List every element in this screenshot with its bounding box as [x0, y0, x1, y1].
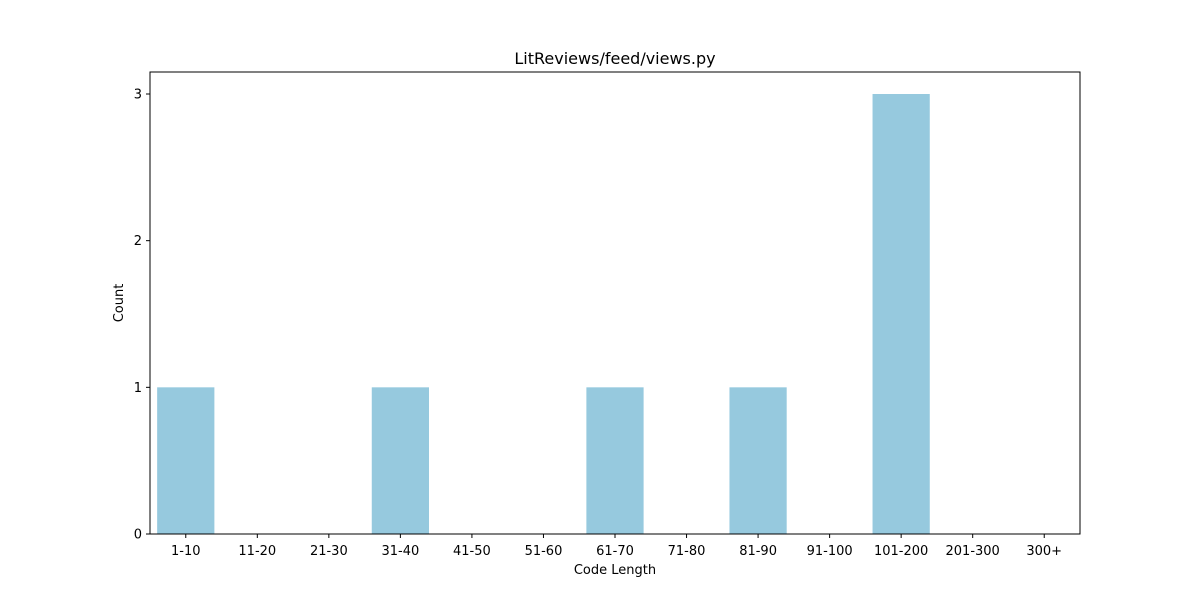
chart-title: LitReviews/feed/views.py: [514, 49, 715, 68]
bar: [872, 94, 930, 534]
y-tick-label: 0: [134, 528, 142, 543]
bar: [729, 387, 787, 534]
x-tick-label: 81-90: [739, 544, 777, 559]
x-tick-label: 41-50: [453, 544, 491, 559]
x-axis-label: Code Length: [574, 563, 656, 578]
x-tick-label: 11-20: [238, 544, 276, 559]
bar: [371, 387, 429, 534]
x-axis-ticks: 1-10 11-20 21-30 31-40 41-50 51-60 61-70 71-80 8…: [171, 534, 1062, 559]
y-axis-ticks: 0 1 2 3: [134, 88, 150, 543]
x-tick-label: 91-100: [807, 544, 853, 559]
x-tick-label: 101-200: [874, 544, 928, 559]
x-tick-label: 71-80: [668, 544, 706, 559]
x-tick-label: 51-60: [525, 544, 563, 559]
x-tick-label: 1-10: [171, 544, 201, 559]
x-tick-label: 61-70: [596, 544, 634, 559]
y-tick-label: 2: [134, 234, 142, 249]
y-axis-label: Count: [112, 284, 127, 323]
x-tick-label: 201-300: [946, 544, 1000, 559]
y-tick-label: 1: [134, 381, 142, 396]
bar: [586, 387, 644, 534]
x-tick-label: 300+: [1026, 544, 1062, 559]
x-tick-label: 31-40: [381, 544, 419, 559]
bars-layer: [157, 94, 930, 534]
x-tick-label: 21-30: [310, 544, 348, 559]
y-tick-label: 3: [134, 88, 142, 103]
bar: [157, 387, 215, 534]
